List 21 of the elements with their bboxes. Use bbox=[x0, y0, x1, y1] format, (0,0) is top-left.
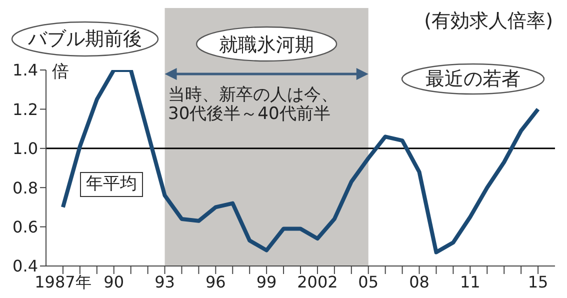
x-tick-label: 05 bbox=[358, 272, 379, 292]
y-axis-title: 倍 bbox=[52, 61, 69, 83]
x-tick-label: 11 bbox=[460, 272, 480, 292]
text: バブル期前後 bbox=[28, 28, 142, 50]
y-tick-label: 0.6 bbox=[12, 217, 38, 236]
x-tick-label: 2002 bbox=[297, 272, 338, 292]
y-tick-label: 1.4 bbox=[12, 60, 38, 80]
x-tick-label: 90 bbox=[104, 272, 124, 292]
x-tick-label: 08 bbox=[409, 272, 430, 292]
annotation: 最近の若者 bbox=[426, 68, 520, 90]
x-tick-label: 99 bbox=[256, 272, 277, 292]
x-tick-label: 15 bbox=[528, 272, 548, 292]
annotation: 当時、新卒の人は今、 30代後半～40代前半 bbox=[168, 85, 338, 124]
y-tick-label: 0.8 bbox=[12, 178, 38, 198]
annotation: 年平均 bbox=[80, 172, 143, 197]
chart-title: (有効求人倍率) bbox=[424, 9, 553, 34]
band-label: 就職氷河期 bbox=[219, 34, 314, 56]
y-tick-label: 1.0 bbox=[12, 139, 38, 158]
x-tick-label: 96 bbox=[205, 272, 226, 292]
y-tick-label: 1.2 bbox=[12, 100, 38, 119]
x-tick-label: 93 bbox=[154, 272, 175, 292]
